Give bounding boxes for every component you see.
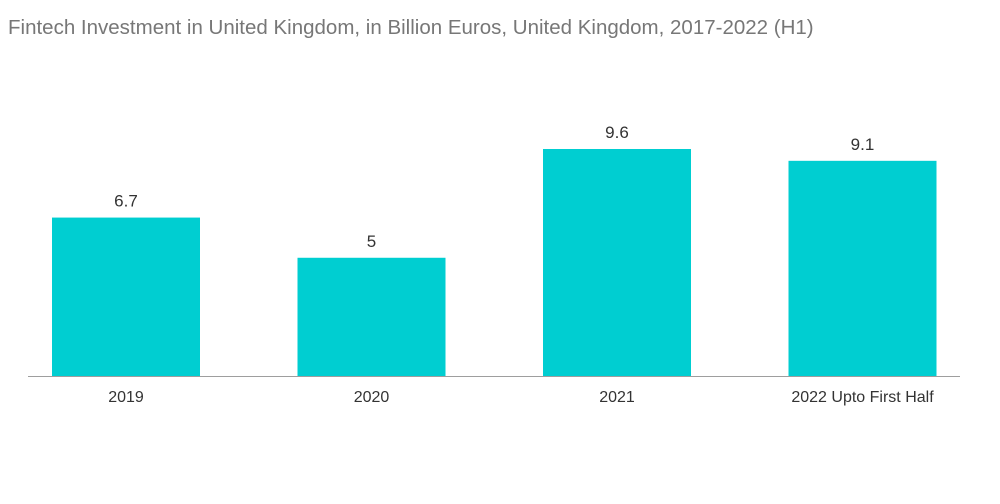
bar-2020: [297, 257, 446, 376]
data-label: 9.1: [851, 135, 875, 154]
bar-2019: [52, 217, 200, 376]
x-tick-label: 2022 Upto First Half: [791, 389, 934, 406]
data-label: 6.7: [114, 192, 138, 211]
labels-group: 6.7 2019 5 2020 9.6 2021 9.1 2022 Upto First Ha…: [108, 123, 934, 406]
chart-title: Fintech Investment in United Kingdom, in…: [8, 16, 814, 39]
x-tick-label: 2019: [108, 389, 144, 406]
x-tick-label: 2020: [354, 389, 390, 406]
data-label: 5: [367, 232, 376, 251]
bar-2021: [543, 149, 691, 376]
bars-group: [52, 149, 937, 376]
x-tick-label: 2021: [599, 389, 635, 406]
data-label: 9.6: [605, 123, 629, 142]
bar-2022-upto-first-half: [788, 160, 937, 376]
